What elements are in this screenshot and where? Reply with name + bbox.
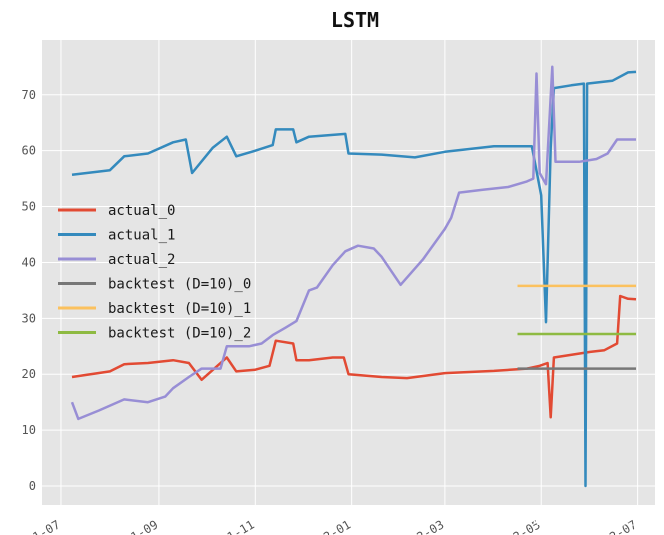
watermark: CSDN @今天好像不上班	[520, 513, 654, 528]
legend-label-5: backtest (D=10)_2	[108, 326, 251, 342]
grid-lines	[42, 40, 655, 505]
plot-area	[42, 40, 655, 505]
legend-label-2: actual_2	[108, 252, 175, 268]
legend-label-1: actual_1	[108, 228, 175, 244]
legend-label-0: actual_0	[108, 203, 175, 219]
x-tick-label: 2022-03	[396, 517, 447, 535]
x-tick-label: 2022-01	[302, 517, 353, 535]
chart-title: LSTM	[331, 8, 379, 32]
y-axis-ticks: 0 10 20 30 40 50 60 70	[22, 88, 36, 493]
series-lines	[70, 65, 637, 488]
y-tick-label: 10	[22, 423, 36, 437]
series-line-2	[70, 65, 636, 421]
y-tick-label: 60	[22, 144, 36, 158]
y-tick-label: 70	[22, 88, 36, 102]
y-tick-label: 0	[29, 479, 36, 493]
x-tick-label: 2021-09	[110, 517, 161, 535]
legend-label-4: backtest (D=10)_1	[108, 301, 251, 317]
legend: actual_0 actual_1 actual_2 backtest (D=10)_…	[58, 203, 251, 342]
x-tick-label: 2021-11	[206, 517, 257, 535]
y-tick-label: 20	[22, 367, 36, 381]
x-tick-label: 2021-07	[12, 517, 63, 535]
y-tick-label: 50	[22, 200, 36, 214]
legend-label-3: backtest (D=10)_0	[108, 277, 251, 293]
y-tick-label: 40	[22, 255, 36, 269]
y-tick-label: 30	[22, 311, 36, 325]
series-line-1	[71, 70, 637, 488]
